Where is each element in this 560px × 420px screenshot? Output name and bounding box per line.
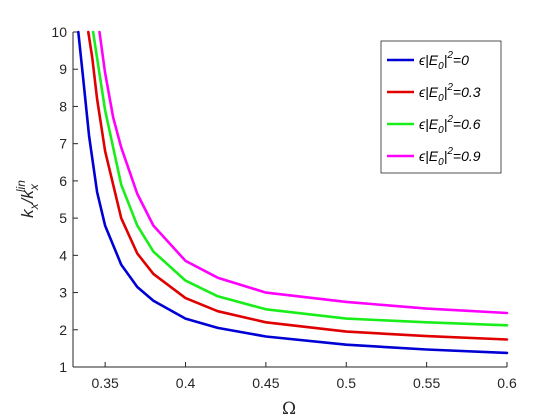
y-tick-label: 3 [59,285,67,301]
y-axis-label-k: k [18,208,37,218]
series-line-1 [87,30,509,341]
y-tick-label: 5 [59,210,67,226]
y-axis-label-sup-lin: lin [14,180,28,192]
x-tick-label: 0.6 [497,375,517,391]
y-tick-label: 2 [59,322,67,338]
svg-text:kx/kxlin: kx/kxlin [14,180,41,218]
y-tick-label: 1 [59,359,67,375]
y-tick-label: 7 [59,136,67,152]
x-tick-label: 0.35 [92,375,119,391]
legend-box [380,40,502,174]
y-tick-labels: 1 2 3 4 5 6 7 8 9 10 [51,24,67,375]
series-line-2 [91,30,509,327]
y-tick-label: 10 [51,24,67,40]
y-tick-label: 8 [59,98,67,114]
legend-label-0: ϵ|E0|2=0 [419,50,469,72]
y-axis-label-slash-k: /k [18,189,37,205]
legend: ϵ|E0|2=0 ϵ|E0|2=0.3 ϵ|E0|2=0.6 ϵ|E0|2=0.9 [380,40,502,174]
y-axis-label: kx/kxlin [14,180,41,218]
legend-label-2: ϵ|E0|2=0.6 [419,114,481,136]
axes [72,31,508,368]
x-tick-labels: 0.35 0.4 0.45 0.5 0.55 0.6 [92,375,517,391]
x-axis-label: Ω [282,399,296,419]
series-line-0 [77,30,509,355]
y-axis-label-sub-x2: x [27,183,41,191]
series-line-3 [98,30,509,315]
y-tick-label: 9 [59,61,67,77]
series-lines [77,30,509,355]
y-axis-label-sub-x: x [27,202,41,210]
x-tick-label: 0.45 [252,375,279,391]
x-tick-label: 0.5 [337,375,357,391]
legend-label-1: ϵ|E0|2=0.3 [419,82,481,104]
legend-label-3: ϵ|E0|2=0.9 [419,146,481,168]
y-tick-label: 6 [59,173,67,189]
x-tick-label: 0.4 [176,375,196,391]
y-tick-label: 4 [59,247,67,263]
x-tick-label: 0.55 [413,375,440,391]
